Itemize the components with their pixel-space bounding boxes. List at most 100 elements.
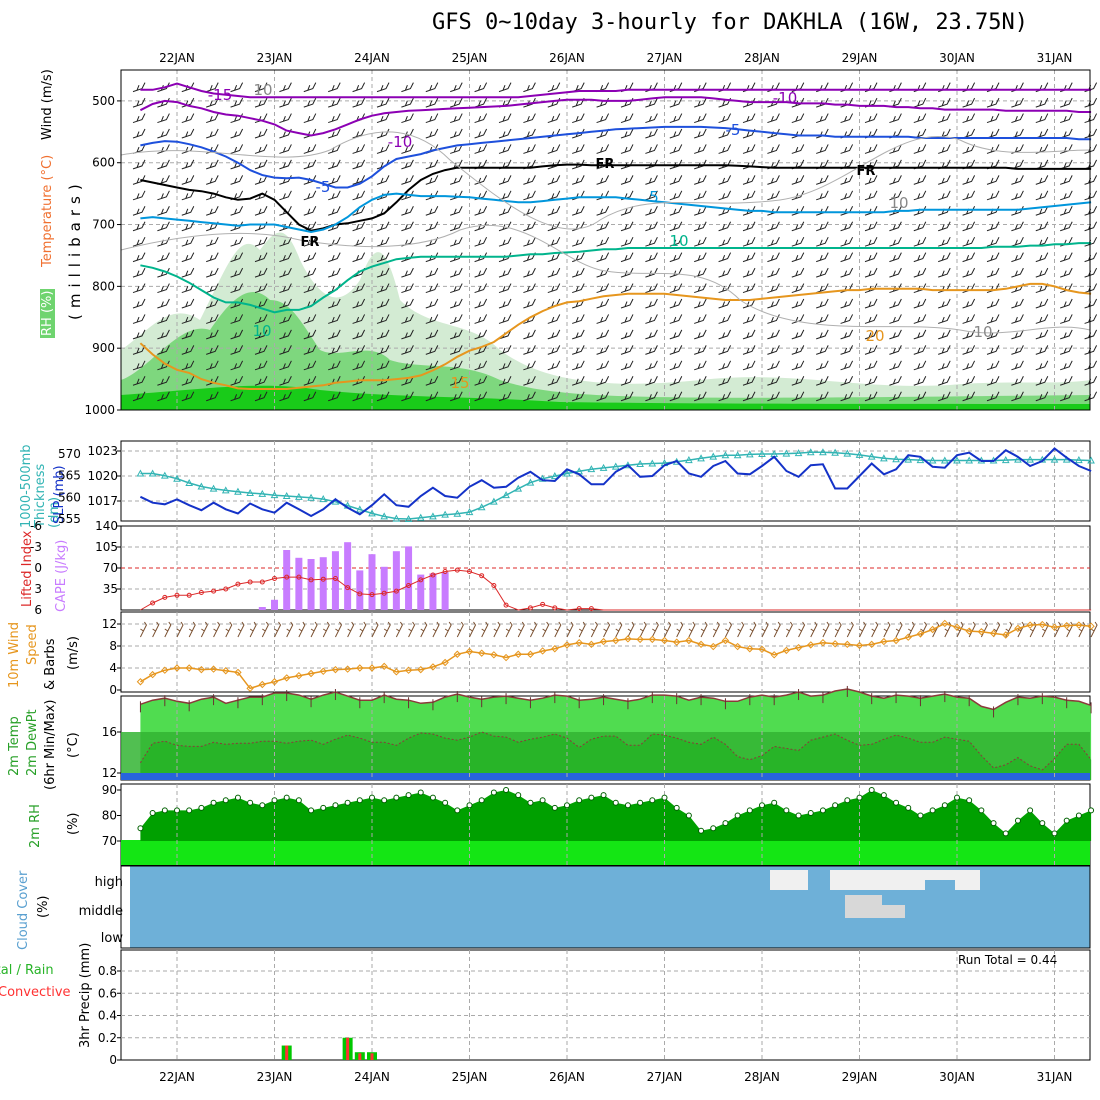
wind-barb <box>376 236 390 247</box>
wind-barb <box>303 267 317 278</box>
wind-barb <box>913 360 927 371</box>
wind-barb <box>767 314 780 324</box>
thickness-marker <box>282 491 291 500</box>
wind-barb <box>279 360 292 371</box>
wind-speed-marker <box>831 640 839 648</box>
rh-marker <box>186 807 193 814</box>
surface-wind-barb <box>871 621 879 638</box>
wind-speed-marker <box>502 653 510 662</box>
wind-barb <box>1011 314 1024 324</box>
wind-barb <box>938 144 951 154</box>
wind-barb <box>913 190 927 201</box>
wind-barb <box>547 175 561 185</box>
cloud-level-low: low <box>101 931 124 946</box>
wind-barb <box>230 376 244 386</box>
wind-barb <box>254 252 268 263</box>
wind-barb <box>450 391 463 402</box>
wind-barb <box>376 82 390 93</box>
contour-label: 10 <box>973 323 992 341</box>
wind-barb <box>254 267 268 278</box>
wind-barb <box>425 159 439 170</box>
wind-speed-marker <box>1062 621 1071 630</box>
wind-barb <box>547 360 561 371</box>
wind-barb <box>206 128 219 139</box>
thickness-marker <box>904 455 913 463</box>
run-total: Run Total = 0.44 <box>958 953 1058 967</box>
date-label-top: 26JAN <box>549 51 585 65</box>
rh-marker <box>527 799 534 806</box>
wind-barb <box>767 252 780 263</box>
wind-barb <box>498 360 512 371</box>
wind-barb <box>962 298 976 309</box>
rh-marker <box>673 804 680 811</box>
wind-barb <box>718 236 732 247</box>
wind-barb <box>279 190 292 201</box>
wind-speed-marker <box>1002 631 1010 639</box>
wind-barb <box>596 298 610 309</box>
wind-barb <box>425 175 439 185</box>
slp-tick-label: 1020 <box>87 469 118 483</box>
wind-barb <box>791 298 805 309</box>
wind-barb <box>840 329 854 340</box>
wind-barb <box>254 314 268 324</box>
lifted-index-marker <box>406 583 412 588</box>
wind-barb <box>962 391 976 402</box>
wind-barb <box>254 82 268 93</box>
wind-barb <box>254 175 268 185</box>
wind-barb <box>206 82 219 93</box>
wind-barb <box>303 159 317 170</box>
wind-barb <box>425 298 439 309</box>
wind-barb <box>279 391 292 402</box>
surface-wind-barb <box>420 621 428 638</box>
wind-barb <box>303 376 317 386</box>
wind-barb <box>1011 190 1024 201</box>
wind-barb <box>962 113 976 124</box>
wind-barb <box>694 128 707 139</box>
wind-barb <box>962 190 976 201</box>
wind-barb <box>425 376 439 386</box>
wind-barb <box>767 236 780 247</box>
wind-barb <box>669 345 683 355</box>
wind-barb <box>986 391 1000 402</box>
wind-barb <box>767 345 780 355</box>
wind-barb <box>645 128 658 139</box>
surface-wind-barb <box>664 621 672 638</box>
wind-barb <box>206 97 219 108</box>
wind-barb <box>1060 175 1073 185</box>
wind-barb <box>913 345 927 355</box>
date-label-top: 23JAN <box>257 51 293 65</box>
cape-bar <box>392 551 400 610</box>
rh-marker <box>344 799 351 806</box>
precip-frame <box>120 949 1091 1061</box>
wind-barb <box>230 252 244 263</box>
rh-marker <box>490 789 497 796</box>
wind-barb <box>206 360 219 371</box>
wind-barb <box>1060 391 1073 402</box>
wind-barb <box>1060 97 1073 108</box>
wind-barb <box>1035 175 1049 185</box>
wind-barb <box>840 190 854 201</box>
wind-barb <box>1011 345 1024 355</box>
wind-barb <box>230 267 244 278</box>
wind-barb <box>279 236 292 247</box>
wind-barb <box>572 345 585 355</box>
wind-barb <box>620 236 634 247</box>
wind-barb <box>279 345 292 355</box>
rh-tick-label: 70 <box>102 834 117 848</box>
contour-label: 10 <box>253 81 272 99</box>
wind-barb <box>523 113 536 124</box>
cape-bar <box>441 572 449 610</box>
wind-barb <box>572 329 585 340</box>
surface-wind-barb <box>639 621 647 638</box>
contour-label: FR <box>596 157 615 172</box>
surface-wind-barb <box>834 621 842 638</box>
wind-barb <box>498 267 512 278</box>
date-label-top: 28JAN <box>744 51 780 65</box>
wind-barb <box>474 144 488 154</box>
rh-marker <box>649 797 656 804</box>
surface-wind-barb <box>651 621 659 638</box>
wind-speed-marker <box>648 635 657 644</box>
rh-marker <box>429 794 436 801</box>
surface-wind-barb <box>846 621 854 638</box>
wind-barb <box>596 221 610 232</box>
